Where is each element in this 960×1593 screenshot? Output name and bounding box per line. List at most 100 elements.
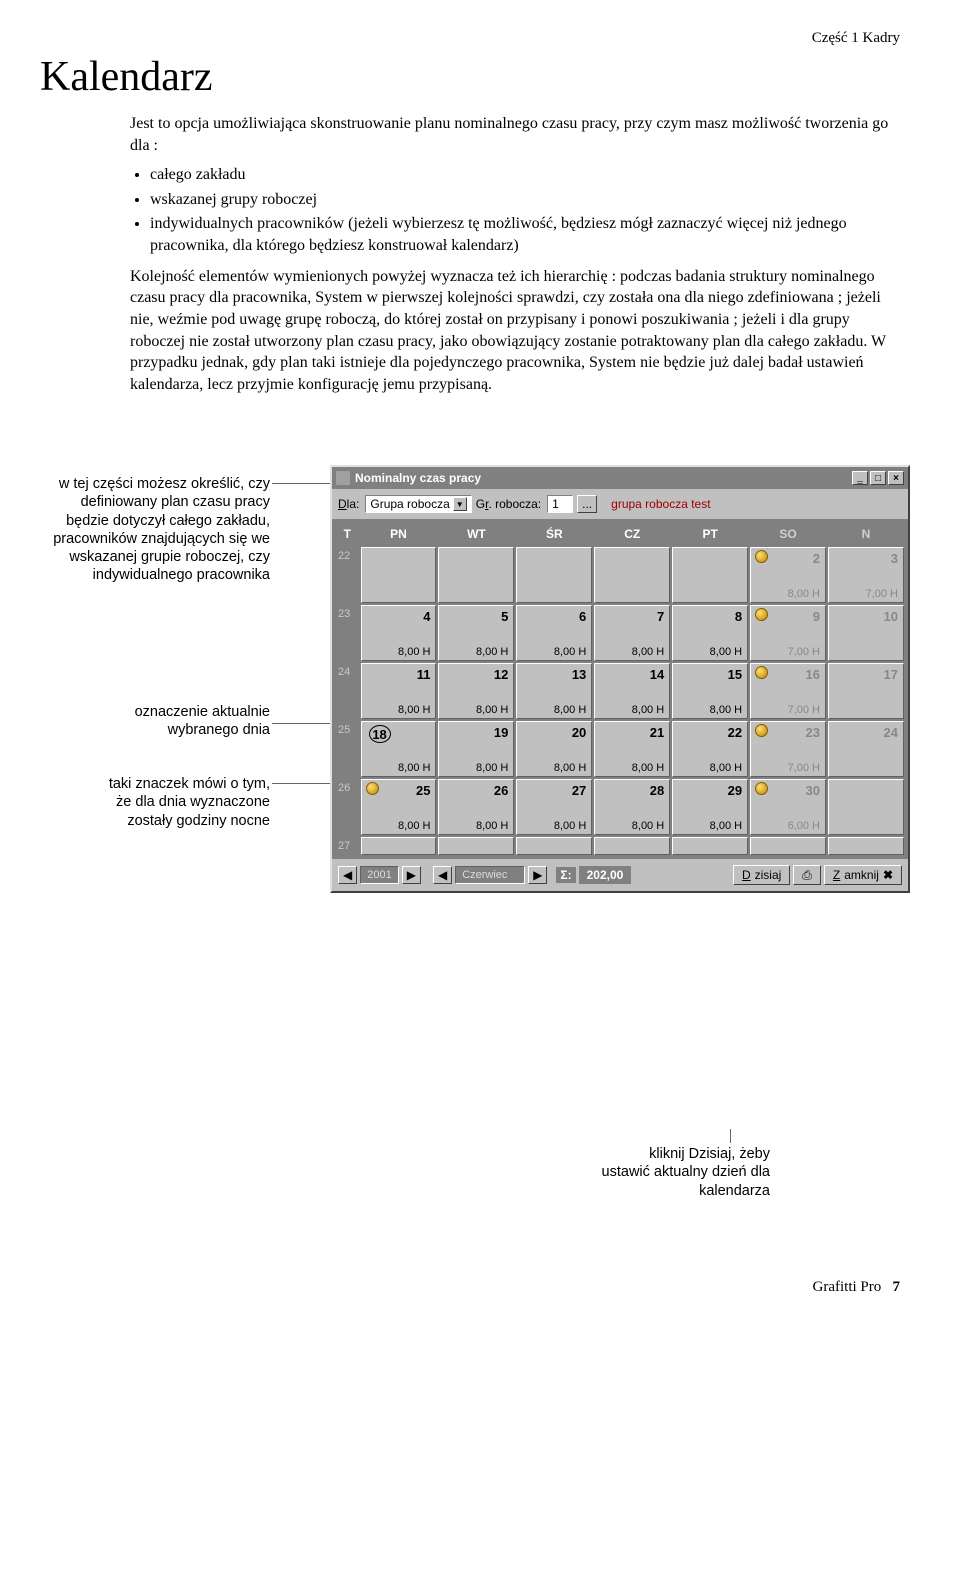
day-cell[interactable]: 37,00 H — [828, 547, 904, 603]
minimize-button[interactable]: ‗ — [852, 471, 868, 485]
day-cell[interactable]: 208,00 H — [516, 721, 592, 777]
day-cell[interactable]: 68,00 H — [516, 605, 592, 661]
day-cell[interactable]: 48,00 H — [361, 605, 437, 661]
day-number: 3 — [891, 551, 898, 566]
day-cell[interactable]: 167,00 H — [750, 663, 826, 719]
pick-button[interactable]: ... — [577, 495, 597, 513]
day-hours: 7,00 H — [788, 762, 820, 774]
year-next[interactable]: ▶ — [402, 866, 421, 884]
day-cell[interactable]: 278,00 H — [516, 779, 592, 835]
month-prev[interactable]: ◀ — [433, 866, 452, 884]
day-cell[interactable]: 148,00 H — [594, 663, 670, 719]
day-cell[interactable] — [361, 837, 437, 855]
day-cell[interactable] — [672, 547, 748, 603]
day-cell[interactable]: 128,00 H — [438, 663, 514, 719]
day-number: 12 — [494, 667, 508, 682]
week-number: 23 — [336, 605, 359, 661]
day-header: ŚR — [516, 523, 592, 545]
paragraph: Kolejność elementów wymienionych powyżej… — [130, 266, 900, 396]
day-number: 7 — [657, 609, 664, 624]
week-number: 26 — [336, 779, 359, 835]
day-cell[interactable]: 17 — [828, 663, 904, 719]
day-number: 6 — [579, 609, 586, 624]
day-cell[interactable] — [438, 547, 514, 603]
day-number: 14 — [650, 667, 664, 682]
titlebar[interactable]: Nominalny czas pracy ‗ □ × — [332, 467, 908, 489]
day-cell[interactable] — [672, 837, 748, 855]
day-number: 11 — [417, 667, 431, 682]
calendar-table: TPNWTŚRCZPTSON 2228,00 H37,00 H2348,00 H… — [334, 521, 906, 857]
day-cell[interactable]: 288,00 H — [594, 779, 670, 835]
print-button[interactable]: ⎙ — [793, 865, 821, 885]
day-cell[interactable]: 88,00 H — [672, 605, 748, 661]
callout-selected-day: oznaczenie aktualnie wybranego dnia — [80, 703, 270, 739]
day-number: 21 — [650, 725, 664, 740]
today-button[interactable]: Dzisiaj — [733, 865, 790, 885]
day-cell[interactable]: 10 — [828, 605, 904, 661]
day-cell[interactable] — [594, 547, 670, 603]
close-button[interactable]: × — [888, 471, 904, 485]
day-number: 26 — [494, 783, 508, 798]
year-value: 2001 — [360, 866, 398, 884]
day-hours: 8,00 H — [710, 820, 742, 832]
day-cell[interactable]: 138,00 H — [516, 663, 592, 719]
day-cell[interactable]: 198,00 H — [438, 721, 514, 777]
day-cell[interactable] — [828, 837, 904, 855]
dla-value: Grupa robocza — [370, 497, 449, 511]
day-cell[interactable] — [361, 547, 437, 603]
day-cell[interactable]: 118,00 H — [361, 663, 437, 719]
footer-page: 7 — [893, 1279, 901, 1295]
day-cell[interactable] — [438, 837, 514, 855]
day-hours: 8,00 H — [632, 646, 664, 658]
day-number: 15 — [728, 667, 742, 682]
callout-scope: w tej części możesz określić, czy defini… — [40, 475, 270, 584]
day-number: 16 — [806, 667, 820, 682]
day-cell[interactable] — [828, 779, 904, 835]
day-cell[interactable]: 7 8,00 H — [594, 605, 670, 661]
day-cell[interactable]: 298,00 H — [672, 779, 748, 835]
day-cell[interactable]: 26 8,00 H — [438, 779, 514, 835]
day-hours: 8,00 H — [476, 820, 508, 832]
day-number: 17 — [884, 667, 898, 682]
day-cell[interactable]: 23 7,00 H — [750, 721, 826, 777]
dla-dropdown[interactable]: Grupa robocza ▼ — [365, 495, 471, 513]
day-cell[interactable]: 258,00 H — [361, 779, 437, 835]
intro-text: Jest to opcja umożliwiająca skonstruowan… — [130, 113, 900, 156]
window-buttons: ‗ □ × — [852, 471, 904, 485]
callout-night-marker: taki znaczek mówi o tym, że dla dnia wyz… — [100, 775, 270, 829]
day-cell[interactable] — [750, 837, 826, 855]
day-number: 28 — [650, 783, 664, 798]
day-cell[interactable] — [516, 837, 592, 855]
day-number: 24 — [884, 725, 898, 740]
day-header: WT — [438, 523, 514, 545]
close-window-button[interactable]: Zamknij ✖ — [824, 865, 902, 885]
week-number: 24 — [336, 663, 359, 719]
maximize-button[interactable]: □ — [870, 471, 886, 485]
day-cell[interactable]: 24 — [828, 721, 904, 777]
day-cell[interactable]: 218,00 H — [594, 721, 670, 777]
header-section: Część 1 Kadry — [40, 30, 900, 47]
day-header: N — [828, 523, 904, 545]
day-cell[interactable] — [594, 837, 670, 855]
year-prev[interactable]: ◀ — [338, 866, 357, 884]
day-cell[interactable]: 58,00 H — [438, 605, 514, 661]
day-number: 18 — [369, 725, 391, 743]
day-cell[interactable]: 228,00 H — [672, 721, 748, 777]
day-cell[interactable]: 28,00 H — [750, 547, 826, 603]
group-input[interactable]: 1 — [547, 495, 573, 513]
day-cell[interactable] — [516, 547, 592, 603]
leader-line — [272, 483, 330, 484]
day-cell[interactable]: 15 8,00 H — [672, 663, 748, 719]
page-title: Kalendarz — [40, 53, 900, 101]
month-value: Czerwiec — [455, 866, 525, 884]
month-next[interactable]: ▶ — [528, 866, 547, 884]
day-cell[interactable]: 188,00 H — [361, 721, 437, 777]
chevron-down-icon: ▼ — [453, 497, 467, 511]
bullet-list: całego zakładu wskazanej grupy roboczej … — [150, 164, 900, 258]
dla-label: Dla: — [338, 497, 359, 511]
day-hours: 8,00 H — [710, 762, 742, 774]
day-hours: 8,00 H — [710, 704, 742, 716]
day-cell[interactable]: 97,00 H — [750, 605, 826, 661]
day-cell[interactable]: 306,00 H — [750, 779, 826, 835]
day-number: 23 — [806, 725, 820, 740]
